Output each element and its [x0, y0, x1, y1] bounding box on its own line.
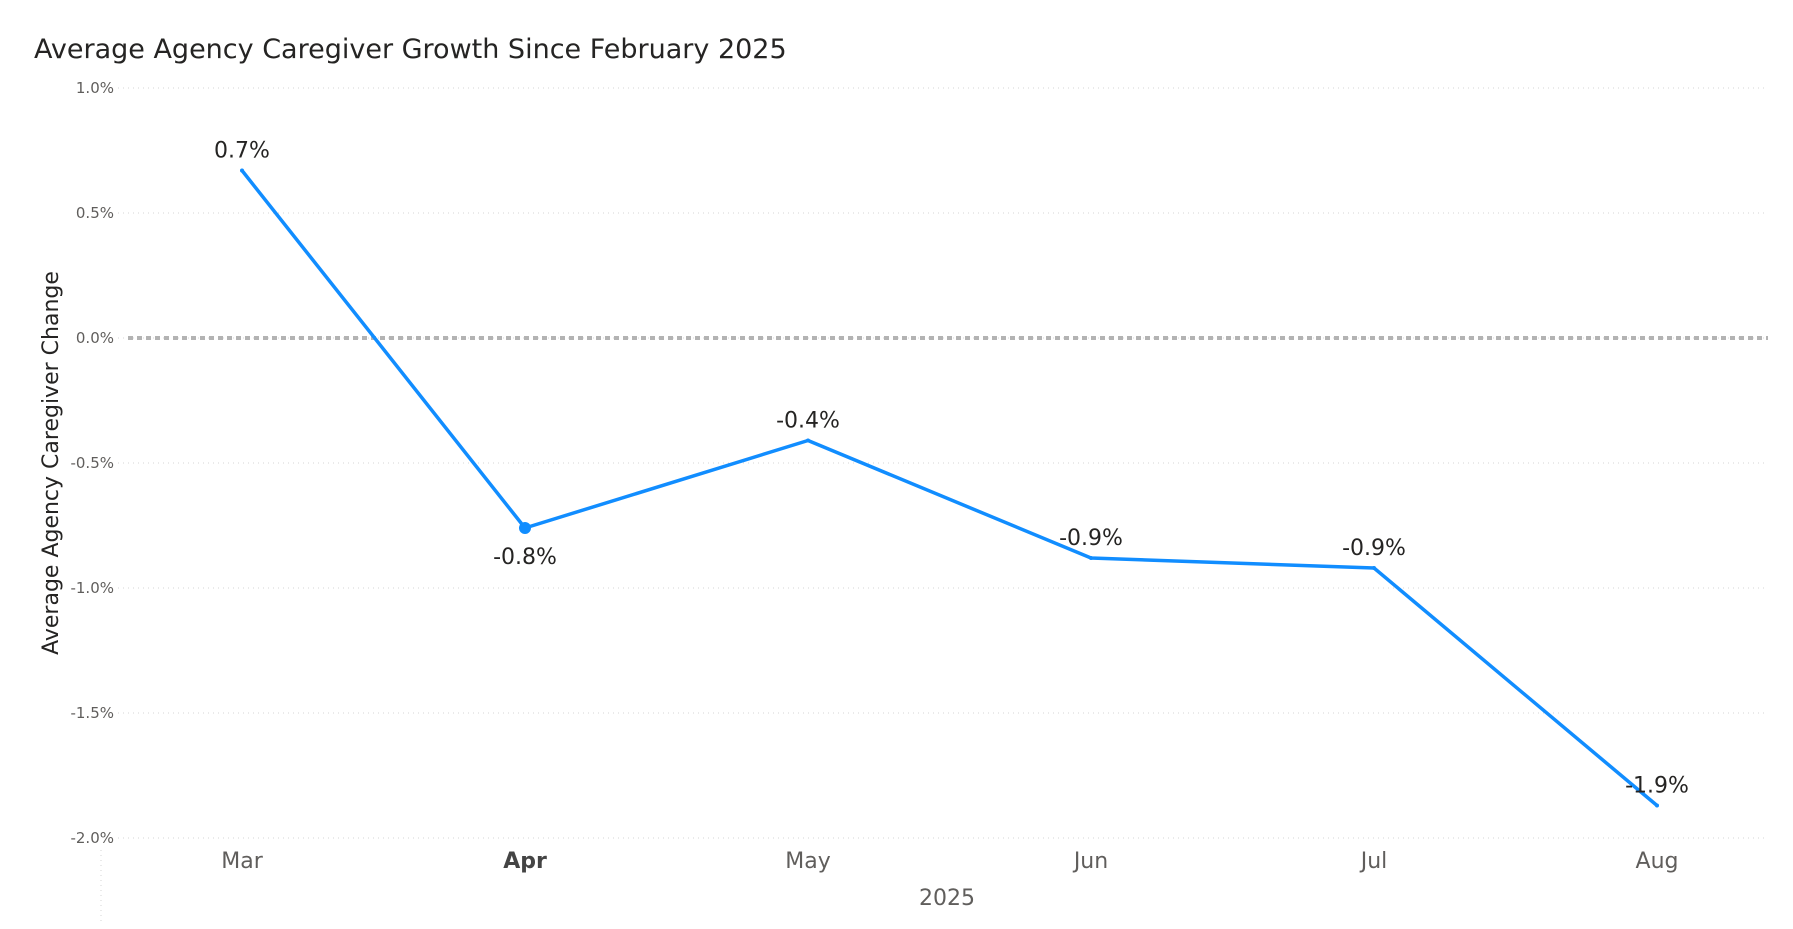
x-tick-label: Mar — [221, 849, 263, 874]
data-label: -0.4% — [776, 409, 840, 434]
data-point[interactable] — [519, 522, 531, 534]
data-label: -0.9% — [1059, 526, 1123, 551]
y-tick-label: -0.5% — [70, 454, 114, 472]
x-axis-ticks: Mar Apr May Jun Jul Aug — [221, 849, 1678, 874]
series-line[interactable] — [240, 168, 1659, 808]
y-tick-label: 0.0% — [76, 329, 114, 347]
y-axis-ticks: 1.0% 0.5% 0.0% -0.5% -1.0% -1.5% -2.0% — [70, 79, 114, 847]
data-label: -1.9% — [1625, 774, 1689, 799]
data-point[interactable] — [1655, 803, 1659, 808]
data-point[interactable] — [806, 438, 810, 443]
chart-title: Average Agency Caregiver Growth Since Fe… — [34, 34, 787, 65]
data-labels: 0.7% -0.8% -0.4% -0.9% -0.9% -1.9% — [214, 139, 1689, 799]
x-axis-title: 2025 — [919, 886, 975, 911]
y-tick-label: -1.5% — [70, 704, 114, 722]
x-tick-label: Aug — [1636, 849, 1679, 874]
y-tick-label: -2.0% — [70, 829, 114, 847]
x-tick-label: May — [785, 849, 830, 874]
data-point[interactable] — [1372, 566, 1376, 570]
x-tick-label: Apr — [503, 849, 547, 874]
data-point[interactable] — [1089, 556, 1093, 560]
y-tick-label: -1.0% — [70, 579, 114, 597]
y-axis-title: Average Agency Caregiver Change — [39, 271, 64, 655]
x-tick-label: Jun — [1072, 849, 1108, 874]
gridlines — [100, 87, 1768, 925]
x-tick-label: Jul — [1359, 849, 1388, 874]
data-label: 0.7% — [214, 139, 270, 164]
series-layer — [240, 168, 1659, 808]
data-label: -0.8% — [493, 545, 557, 570]
data-point[interactable] — [240, 168, 244, 173]
y-tick-label: 0.5% — [76, 204, 114, 222]
data-label: -0.9% — [1342, 536, 1406, 561]
y-tick-label: 1.0% — [76, 79, 114, 97]
